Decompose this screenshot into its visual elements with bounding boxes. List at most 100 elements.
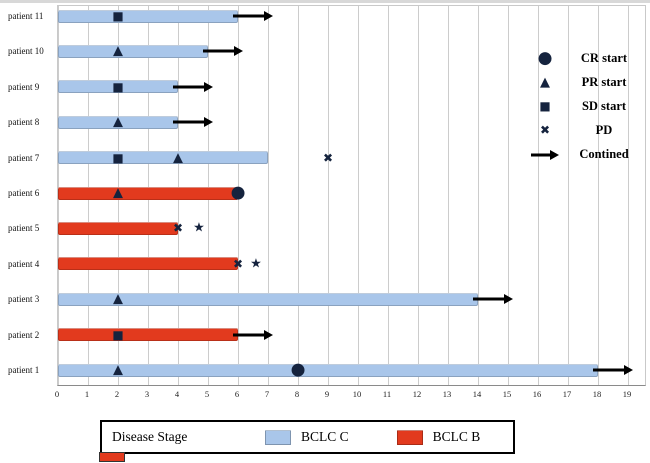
- continued-arrow-icon: [203, 44, 243, 58]
- axis-tick-label: 9: [324, 389, 330, 399]
- patient-bar: [58, 115, 178, 129]
- gridline: [508, 6, 509, 385]
- continued-arrow-icon: [593, 363, 633, 377]
- stage-swatch: [396, 429, 423, 445]
- patient-label: patient 8: [8, 117, 40, 128]
- patient-label: patient 11: [8, 11, 44, 21]
- square-marker-icon: ■: [112, 327, 124, 342]
- gridline: [598, 6, 599, 385]
- continued-arrow-icon: [473, 292, 513, 306]
- arrow-shaft: [203, 49, 235, 53]
- continued-arrow-icon: [173, 115, 213, 129]
- patient-bar: [58, 328, 238, 342]
- legend-item: ■ SD start: [527, 94, 645, 118]
- triangle-marker-icon: ▲: [113, 114, 123, 130]
- patient-label: patient 2: [8, 329, 40, 340]
- axis-tick-label: 16: [532, 389, 542, 399]
- gridline: [628, 6, 629, 385]
- gridline: [478, 6, 479, 385]
- gridline: [298, 6, 299, 385]
- axis-tick-label: 7: [264, 389, 270, 399]
- patient-bar: [58, 44, 208, 58]
- patient-bar: [58, 292, 478, 306]
- stage-legend-title: Disease Stage: [112, 429, 188, 444]
- stage-label: BCLC B: [432, 429, 481, 444]
- cropped-red-swatch: [99, 452, 125, 462]
- axis-tick-label: 19: [622, 389, 632, 399]
- arrow-shaft: [233, 333, 265, 337]
- stage-label: BCLC C: [301, 429, 349, 444]
- gridline: [238, 6, 239, 385]
- axis-tick-label: 17: [562, 389, 572, 399]
- patient-bar: [58, 363, 598, 377]
- axis-tick-label: 1: [84, 389, 90, 399]
- axis-tick-label: 10: [352, 389, 362, 399]
- arrow-head: [624, 365, 633, 375]
- arrow-shaft: [531, 153, 551, 156]
- patient-label: patient 1: [8, 365, 40, 375]
- legend-arrow-icon: [527, 146, 563, 162]
- legend-square-icon: ■: [539, 99, 551, 113]
- legend-item-label: SD start: [581, 98, 627, 113]
- patient-label: patient 9: [8, 81, 40, 92]
- legend-item-label: PD: [595, 122, 613, 137]
- arrow-head: [264, 329, 273, 340]
- arrow-shaft: [233, 14, 265, 18]
- arrow-head: [204, 81, 213, 92]
- axis-tick-label: 8: [294, 389, 300, 399]
- gridline: [418, 6, 419, 385]
- patient-label: patient 6: [8, 188, 40, 198]
- legend-item: ● CR start: [527, 46, 645, 70]
- axis-tick-label: 14: [472, 389, 482, 399]
- square-marker-icon: ■: [112, 150, 124, 165]
- x-marker-icon: ✖: [172, 221, 184, 236]
- x-marker-icon: ✖: [322, 150, 334, 165]
- triangle-marker-icon: ▲: [113, 43, 123, 59]
- stage-swatch: [265, 429, 291, 445]
- patient-label: patient 4: [8, 258, 40, 269]
- triangle-marker-icon: ▲: [173, 150, 183, 166]
- triangle-marker-icon: ▲: [113, 185, 123, 201]
- arrow-shaft: [173, 120, 205, 124]
- continued-arrow-icon: [233, 328, 273, 342]
- patient-label: patient 10: [8, 46, 44, 57]
- gridline: [358, 6, 359, 385]
- patient-bar: [58, 186, 238, 200]
- gridline: [328, 6, 329, 385]
- patient-bar: [58, 151, 268, 165]
- gridline: [538, 6, 539, 385]
- axis-tick-label: 0: [54, 389, 60, 399]
- axis-tick-label: 4: [174, 389, 180, 399]
- x-marker-icon: ✖: [232, 256, 244, 271]
- legend-item: ✖ PD: [527, 118, 645, 142]
- axis-tick-label: 15: [502, 389, 512, 399]
- patient-label: patient 7: [8, 152, 40, 163]
- patient-label: patient 3: [8, 294, 40, 305]
- axis-tick-label: 18: [592, 389, 602, 399]
- patient-bar: [58, 80, 178, 94]
- axis-tick-label: 12: [412, 389, 422, 399]
- axis-tick-label: 3: [144, 389, 150, 399]
- arrow-shaft: [593, 368, 625, 372]
- legend-item: Contined: [527, 142, 645, 166]
- axis-tick-label: 11: [382, 389, 392, 399]
- gridline: [568, 6, 569, 385]
- axis-tick-label: 2: [114, 389, 120, 399]
- axis-tick-label: 6: [234, 389, 240, 399]
- arrow-shaft: [173, 85, 205, 89]
- patient-bar: [58, 257, 238, 271]
- gridline: [448, 6, 449, 385]
- gridline: [388, 6, 389, 385]
- legend-x-icon: ✖: [539, 123, 551, 137]
- triangle-marker-icon: ▲: [113, 362, 123, 378]
- plot-area: patient 11 ■ patient 10 ▲ patient 9 ■ patient …: [8, 5, 646, 386]
- marker-legend: ● CR start ▲ PR start ■ SD start ✖ PD Contined: [527, 46, 645, 166]
- legend-item-label: Contined: [579, 146, 629, 161]
- legend-triangle-icon: ▲: [540, 74, 550, 90]
- window-edge-strip: [0, 0, 650, 3]
- star-marker-icon: ★: [193, 220, 205, 236]
- circle-marker-icon: ●: [230, 182, 246, 203]
- legend-item-label: PR start: [581, 74, 627, 89]
- continued-arrow-icon: [233, 9, 273, 23]
- arrow-head: [204, 117, 213, 128]
